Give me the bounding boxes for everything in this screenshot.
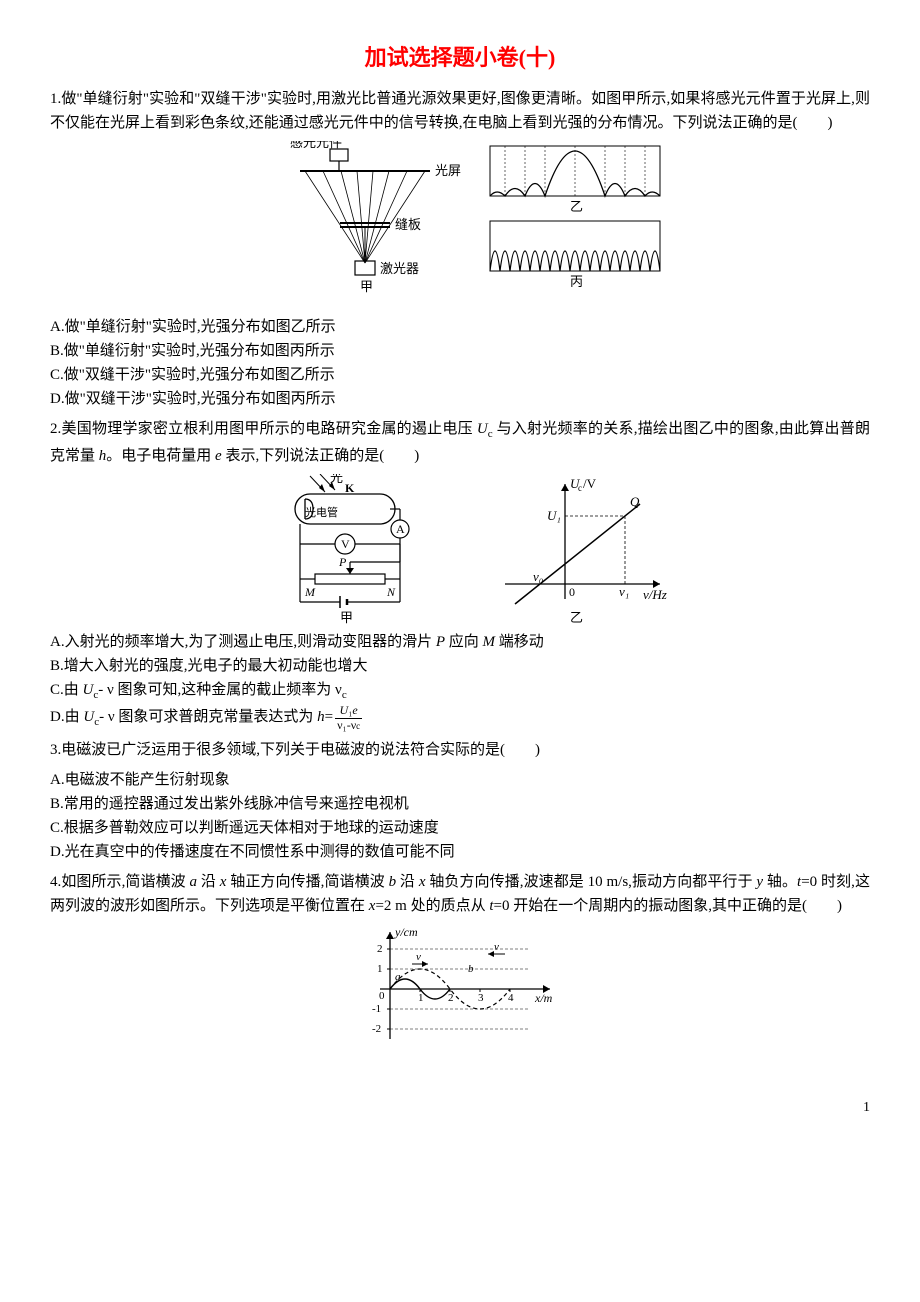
q1-option-d: D.做"双缝干涉"实验时,光强分布如图丙所示 (50, 387, 870, 411)
q1-option-c: C.做"双缝干涉"实验时,光强分布如图乙所示 (50, 363, 870, 387)
question-2: 2.美国物理学家密立根利用图甲所示的电路研究金属的遏止电压 Uc 与入射光频率的… (50, 417, 870, 468)
label-v-a: v (416, 951, 421, 963)
page-number: 1 (50, 1097, 870, 1119)
label-V: V (341, 537, 350, 551)
label-wave-b: b (468, 963, 474, 975)
xtick-3: 3 (478, 992, 484, 1004)
xtick-2: 2 (448, 992, 454, 1004)
label-light: 光 (330, 474, 343, 485)
q4-number: 4. (50, 874, 61, 890)
label-sensor: 感光元件 (290, 141, 342, 150)
label-laser: 激光器 (380, 261, 419, 276)
question-1: 1.做"单缝衍射"实验和"双缝干涉"实验时,用激光比普通光源效果更好,图像更清晰… (50, 87, 870, 135)
q2-stem-c: 。电子电荷量用 (106, 448, 215, 464)
q1-options: A.做"单缝衍射"实验时,光强分布如图乙所示 B.做"单缝衍射"实验时,光强分布… (50, 315, 870, 411)
xtick-1: 1 (418, 992, 424, 1004)
label-screen: 光屏 (435, 163, 461, 178)
label-jia: 甲 (360, 279, 373, 294)
ytick-0: 0 (379, 990, 385, 1002)
label-M: M (304, 585, 316, 599)
label-Q: Q (630, 494, 640, 509)
q4-figure: y/cm x/m 2 1 0 -1 -2 1 2 3 4 a v b (50, 924, 870, 1057)
label-zero: 0 (569, 585, 575, 599)
q2-stem-d: 表示,下列说法正确的是( ) (222, 448, 420, 464)
label-P: P (338, 555, 347, 569)
ytick-n1: -1 (372, 1003, 381, 1015)
ytick-1: 1 (377, 963, 383, 975)
ytick-2: 2 (377, 943, 383, 955)
label-ycm: y/cm (394, 925, 418, 939)
q1-option-a: A.做"单缝衍射"实验时,光强分布如图乙所示 (50, 315, 870, 339)
q1-figure: 感光元件 光屏 缝板 激光器 甲 (50, 141, 870, 309)
ytick-n2: -2 (372, 1023, 381, 1035)
label-v1: ν₁ (619, 584, 629, 599)
q4-stem-i: =0 开始在一个周期内的振动图象,其中正确的是( ) (494, 898, 842, 914)
q4-stem-c: 轴正方向传播,简谐横波 (226, 874, 388, 890)
label-N: N (386, 585, 396, 599)
label-U1: U₁ (547, 508, 561, 523)
q1-number: 1. (50, 91, 61, 107)
q2-option-d: D.由 Uc- ν 图象可求普朗克常量表达式为 h=U₁eν₁-νc (50, 704, 870, 732)
label-nu: ν/Hz (643, 587, 667, 602)
q2-option-b: B.增大入射光的强度,光电子的最大初动能也增大 (50, 654, 870, 678)
label-xm: x/m (534, 991, 553, 1005)
label-v-b: v (494, 941, 499, 953)
label-bing: 丙 (570, 274, 583, 289)
q4-stem-e: 轴负方向传播,波速都是 10 m/s,振动方向都平行于 (426, 874, 757, 890)
q3-stem: 电磁波已广泛运用于很多领域,下列关于电磁波的说法符合实际的是( ) (61, 742, 540, 758)
question-4: 4.如图所示,简谐横波 a 沿 x 轴正方向传播,简谐横波 b 沿 x 轴负方向… (50, 870, 870, 918)
q2-option-a: A.入射光的频率增大,为了测遏止电压,则滑动变阻器的滑片 P 应向 M 端移动 (50, 630, 870, 654)
label-q2-jia: 甲 (340, 610, 353, 624)
q4-stem-d: 沿 (396, 874, 419, 890)
q2-number: 2. (50, 421, 61, 437)
q2-option-c: C.由 Uc- ν 图象可知,这种金属的截止频率为 νc (50, 678, 870, 705)
label-Uc-unit: /V (583, 476, 597, 491)
q4-stem-b: 沿 (197, 874, 220, 890)
q1-option-b: B.做"单缝衍射"实验时,光强分布如图丙所示 (50, 339, 870, 363)
label-A: A (396, 522, 405, 536)
q3-options: A.电磁波不能产生衍射现象 B.常用的遥控器通过发出紫外线脉冲信号来遥控电视机 … (50, 768, 870, 864)
label-K: K (345, 481, 355, 495)
q4-stem-h: =2 m 处的质点从 (375, 898, 489, 914)
label-Uc-sub: c (578, 483, 582, 493)
q3-option-b: B.常用的遥控器通过发出紫外线脉冲信号来遥控电视机 (50, 792, 870, 816)
q1-stem: 做"单缝衍射"实验和"双缝干涉"实验时,用激光比普通光源效果更好,图像更清晰。如… (50, 91, 870, 131)
q4-stem-a: 如图所示,简谐横波 (61, 874, 189, 890)
label-slit: 缝板 (395, 217, 421, 232)
q3-option-c: C.根据多普勒效应可以判断遥远天体相对于地球的运动速度 (50, 816, 870, 840)
label-v0: ν₀ (533, 569, 543, 584)
q3-option-d: D.光在真空中的传播速度在不同惯性系中测得的数值可能不同 (50, 840, 870, 864)
q3-option-a: A.电磁波不能产生衍射现象 (50, 768, 870, 792)
xtick-4: 4 (508, 992, 514, 1004)
label-tube: 光电管 (305, 505, 338, 519)
label-q2-yi: 乙 (570, 610, 583, 624)
q2-figure: 光 K 光电管 A V P M N (50, 474, 870, 624)
page-title: 加试选择题小卷(十) (50, 40, 870, 75)
label-yi: 乙 (570, 199, 583, 214)
q4-stem-f: 轴。 (763, 874, 797, 890)
question-3: 3.电磁波已广泛运用于很多领域,下列关于电磁波的说法符合实际的是( ) (50, 738, 870, 762)
q2-options: A.入射光的频率增大,为了测遏止电压,则滑动变阻器的滑片 P 应向 M 端移动 … (50, 630, 870, 732)
q2-stem-a: 美国物理学家密立根利用图甲所示的电路研究金属的遏止电压 (61, 421, 477, 437)
q3-number: 3. (50, 742, 61, 758)
